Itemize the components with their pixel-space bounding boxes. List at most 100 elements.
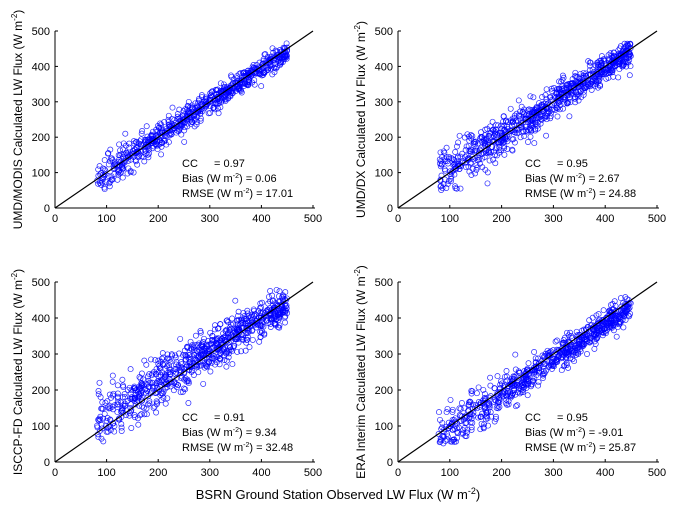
data-point — [244, 72, 251, 79]
data-point — [169, 352, 176, 359]
data-point — [193, 364, 200, 371]
data-point — [449, 416, 456, 423]
data-point — [182, 375, 189, 382]
data-point — [501, 145, 508, 152]
data-point — [131, 412, 138, 418]
data-point — [180, 385, 187, 392]
stats-annotation: CC = 0.91 Bias (W m-2) = 9.34 RMSE (W m-2) … — [182, 412, 293, 454]
data-point — [200, 380, 207, 387]
data-point — [551, 355, 558, 362]
data-point — [615, 315, 622, 322]
figure-xlabel: BSRN Ground Station Observed LW Flux (W … — [196, 486, 480, 502]
data-point — [121, 391, 128, 398]
data-point — [176, 115, 183, 122]
data-point — [169, 116, 175, 122]
data-point — [236, 77, 243, 84]
y-tick-label: 500 — [32, 26, 50, 38]
data-point — [592, 341, 599, 347]
data-point — [570, 84, 577, 91]
data-point — [243, 69, 250, 76]
data-point — [478, 144, 485, 151]
data-point — [482, 141, 489, 147]
data-point — [149, 128, 156, 135]
data-point — [593, 78, 600, 85]
data-point — [210, 104, 217, 111]
data-point — [458, 400, 465, 406]
data-point — [104, 415, 111, 421]
data-point — [554, 113, 561, 120]
data-point — [280, 54, 287, 61]
data-point — [110, 406, 116, 413]
y-tick-label: 400 — [32, 61, 50, 73]
data-point — [277, 55, 283, 62]
data-point — [531, 349, 538, 355]
y-tick-label: 100 — [32, 421, 50, 433]
data-point — [118, 421, 125, 428]
data-point — [505, 398, 512, 405]
data-point — [503, 368, 510, 374]
data-point — [249, 311, 255, 318]
y-axis-label: ERA Interim Calculated LW Flux (W m-2) — [353, 265, 368, 479]
data-point — [593, 76, 600, 83]
data-point — [511, 374, 518, 380]
data-point — [623, 59, 630, 65]
data-point — [532, 355, 539, 362]
data-point — [494, 373, 501, 380]
data-point — [139, 397, 146, 404]
data-point — [461, 424, 468, 431]
data-point — [449, 426, 456, 433]
data-point — [131, 414, 138, 421]
data-point — [527, 93, 534, 100]
data-point — [247, 323, 254, 330]
x-tick-label: 300 — [544, 467, 562, 479]
data-point — [96, 379, 103, 386]
data-point — [540, 354, 547, 361]
data-point — [122, 130, 129, 137]
data-point — [448, 173, 455, 180]
data-point — [620, 54, 627, 61]
data-point — [138, 153, 145, 160]
data-point — [534, 125, 541, 132]
data-point — [187, 345, 194, 352]
data-point — [120, 146, 127, 153]
data-point — [466, 137, 473, 144]
data-point — [195, 369, 202, 376]
data-point — [509, 122, 516, 129]
data-point — [613, 333, 620, 340]
data-point — [600, 307, 607, 314]
data-point — [207, 368, 214, 375]
data-point — [549, 88, 555, 94]
data-point — [119, 174, 126, 181]
data-point — [217, 80, 224, 87]
data-point — [184, 113, 191, 120]
data-point — [438, 158, 444, 165]
data-point — [535, 114, 542, 120]
data-point — [139, 128, 146, 134]
data-point — [237, 76, 244, 83]
data-point — [463, 419, 470, 426]
data-point — [213, 339, 220, 346]
data-point — [451, 438, 458, 445]
data-point — [219, 347, 225, 354]
data-point — [498, 122, 505, 129]
data-point — [469, 419, 476, 426]
data-point — [466, 398, 473, 405]
data-point — [155, 368, 162, 375]
data-point — [101, 157, 108, 164]
data-point — [587, 337, 594, 344]
data-point — [587, 80, 594, 87]
data-point — [541, 357, 548, 364]
data-point — [116, 141, 123, 148]
data-point — [480, 386, 487, 393]
data-point — [126, 140, 133, 147]
data-point — [601, 56, 608, 63]
data-point — [533, 372, 540, 379]
data-point — [465, 163, 472, 170]
data-point — [544, 110, 550, 117]
data-point — [556, 78, 563, 85]
data-point — [195, 99, 202, 106]
data-point — [535, 382, 542, 389]
data-point — [147, 379, 154, 386]
data-point — [592, 75, 599, 82]
data-point — [167, 371, 174, 377]
